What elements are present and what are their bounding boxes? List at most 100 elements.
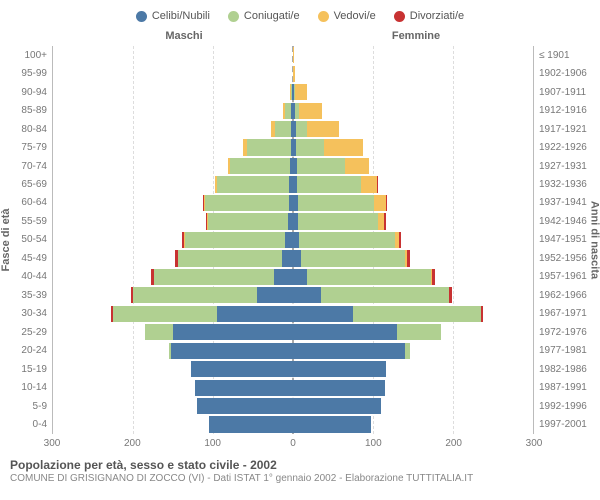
y-axis-title-right: Anni di nascita: [588, 201, 600, 279]
age-label: 10-14: [8, 378, 52, 396]
birth-years-label: 1997-2001: [534, 415, 592, 433]
age-label: 40-44: [8, 268, 52, 286]
stacked-bar: [293, 158, 533, 174]
stacked-bar: [53, 47, 293, 63]
legend-swatch: [318, 11, 329, 22]
female-half: [293, 342, 533, 360]
male-half: [53, 323, 293, 341]
bar-segment: [209, 416, 293, 432]
male-half: [53, 212, 293, 230]
stacked-bar: [293, 250, 533, 266]
age-label: 70-74: [8, 157, 52, 175]
bar-segment: [299, 232, 395, 248]
male-half: [53, 157, 293, 175]
stacked-bar: [293, 380, 533, 396]
bar-segment: [173, 324, 293, 340]
stacked-bar: [53, 361, 293, 377]
birth-years-label: 1977-1981: [534, 342, 592, 360]
pyramid-row: [53, 286, 533, 304]
stacked-bar: [53, 176, 293, 192]
pyramid-row: [53, 360, 533, 378]
pyramid-row: [53, 120, 533, 138]
male-half: [53, 249, 293, 267]
stacked-bar: [293, 139, 533, 155]
female-half: [293, 64, 533, 82]
birth-years-label: 1972-1976: [534, 323, 592, 341]
stacked-bar: [53, 195, 293, 211]
bar-segment: [299, 103, 321, 119]
age-label: 90-94: [8, 83, 52, 101]
birth-years-label: 1912-1916: [534, 101, 592, 119]
stacked-bar: [53, 158, 293, 174]
bar-segment: [185, 232, 285, 248]
bar-segment: [384, 213, 386, 229]
birth-years-label: 1917-1921: [534, 120, 592, 138]
age-label: 25-29: [8, 323, 52, 341]
bar-segment: [293, 361, 386, 377]
stacked-bar: [293, 213, 533, 229]
bar-segment: [247, 139, 291, 155]
female-half: [293, 101, 533, 119]
bar-segment: [205, 195, 289, 211]
birth-years-label: ≤ 1901: [534, 46, 592, 64]
bar-segment: [133, 287, 257, 303]
bar-segment: [293, 287, 321, 303]
pyramid-row: [53, 83, 533, 101]
pyramid-row: [53, 46, 533, 64]
female-half: [293, 46, 533, 64]
stacked-bar: [53, 324, 293, 340]
stacked-bar: [293, 84, 533, 100]
female-half: [293, 157, 533, 175]
bar-segment: [295, 84, 308, 100]
bar-segment: [321, 287, 449, 303]
female-half: [293, 360, 533, 378]
bar-segment: [178, 250, 282, 266]
male-half: [53, 231, 293, 249]
male-half: [53, 342, 293, 360]
legend: Celibi/NubiliConiugati/eVedovi/eDivorzia…: [8, 4, 592, 30]
female-half: [293, 138, 533, 156]
pyramid-row: [53, 138, 533, 156]
legend-label: Coniugati/e: [244, 10, 300, 22]
bar-segment: [217, 176, 289, 192]
birth-years-label: 1907-1911: [534, 83, 592, 101]
footer: Popolazione per età, sesso e stato civil…: [8, 452, 592, 486]
y-axis-title-left: Fasce di età: [0, 209, 12, 272]
bar-segment: [257, 287, 293, 303]
birth-years-label: 1932-1936: [534, 175, 592, 193]
bar-segment: [298, 213, 378, 229]
bar-segment: [293, 269, 307, 285]
birth-years-label: 1947-1951: [534, 231, 592, 249]
age-label: 20-24: [8, 342, 52, 360]
stacked-bar: [293, 121, 533, 137]
bar-segment: [405, 343, 410, 359]
female-half: [293, 83, 533, 101]
pyramid-row: [53, 415, 533, 433]
female-half: [293, 415, 533, 433]
bar-segment: [353, 306, 481, 322]
bar-segment: [345, 158, 369, 174]
age-label: 30-34: [8, 305, 52, 323]
stacked-bar: [53, 416, 293, 432]
stacked-bar: [293, 287, 533, 303]
bar-segment: [432, 269, 435, 285]
birth-years-label: 1922-1926: [534, 138, 592, 156]
female-half: [293, 286, 533, 304]
legend-swatch: [136, 11, 147, 22]
bar-segment: [386, 195, 388, 211]
male-half: [53, 101, 293, 119]
bar-segment: [449, 287, 452, 303]
bar-segment: [195, 380, 293, 396]
stacked-bar: [53, 269, 293, 285]
pyramid-row: [53, 397, 533, 415]
age-label: 50-54: [8, 231, 52, 249]
bar-segment: [113, 306, 217, 322]
stacked-bar: [53, 287, 293, 303]
birth-years-label: 1982-1986: [534, 360, 592, 378]
bar-segment: [293, 324, 397, 340]
female-half: [293, 249, 533, 267]
age-label: 80-84: [8, 120, 52, 138]
bar-segment: [282, 250, 293, 266]
male-half: [53, 305, 293, 323]
bar-segment: [293, 416, 371, 432]
